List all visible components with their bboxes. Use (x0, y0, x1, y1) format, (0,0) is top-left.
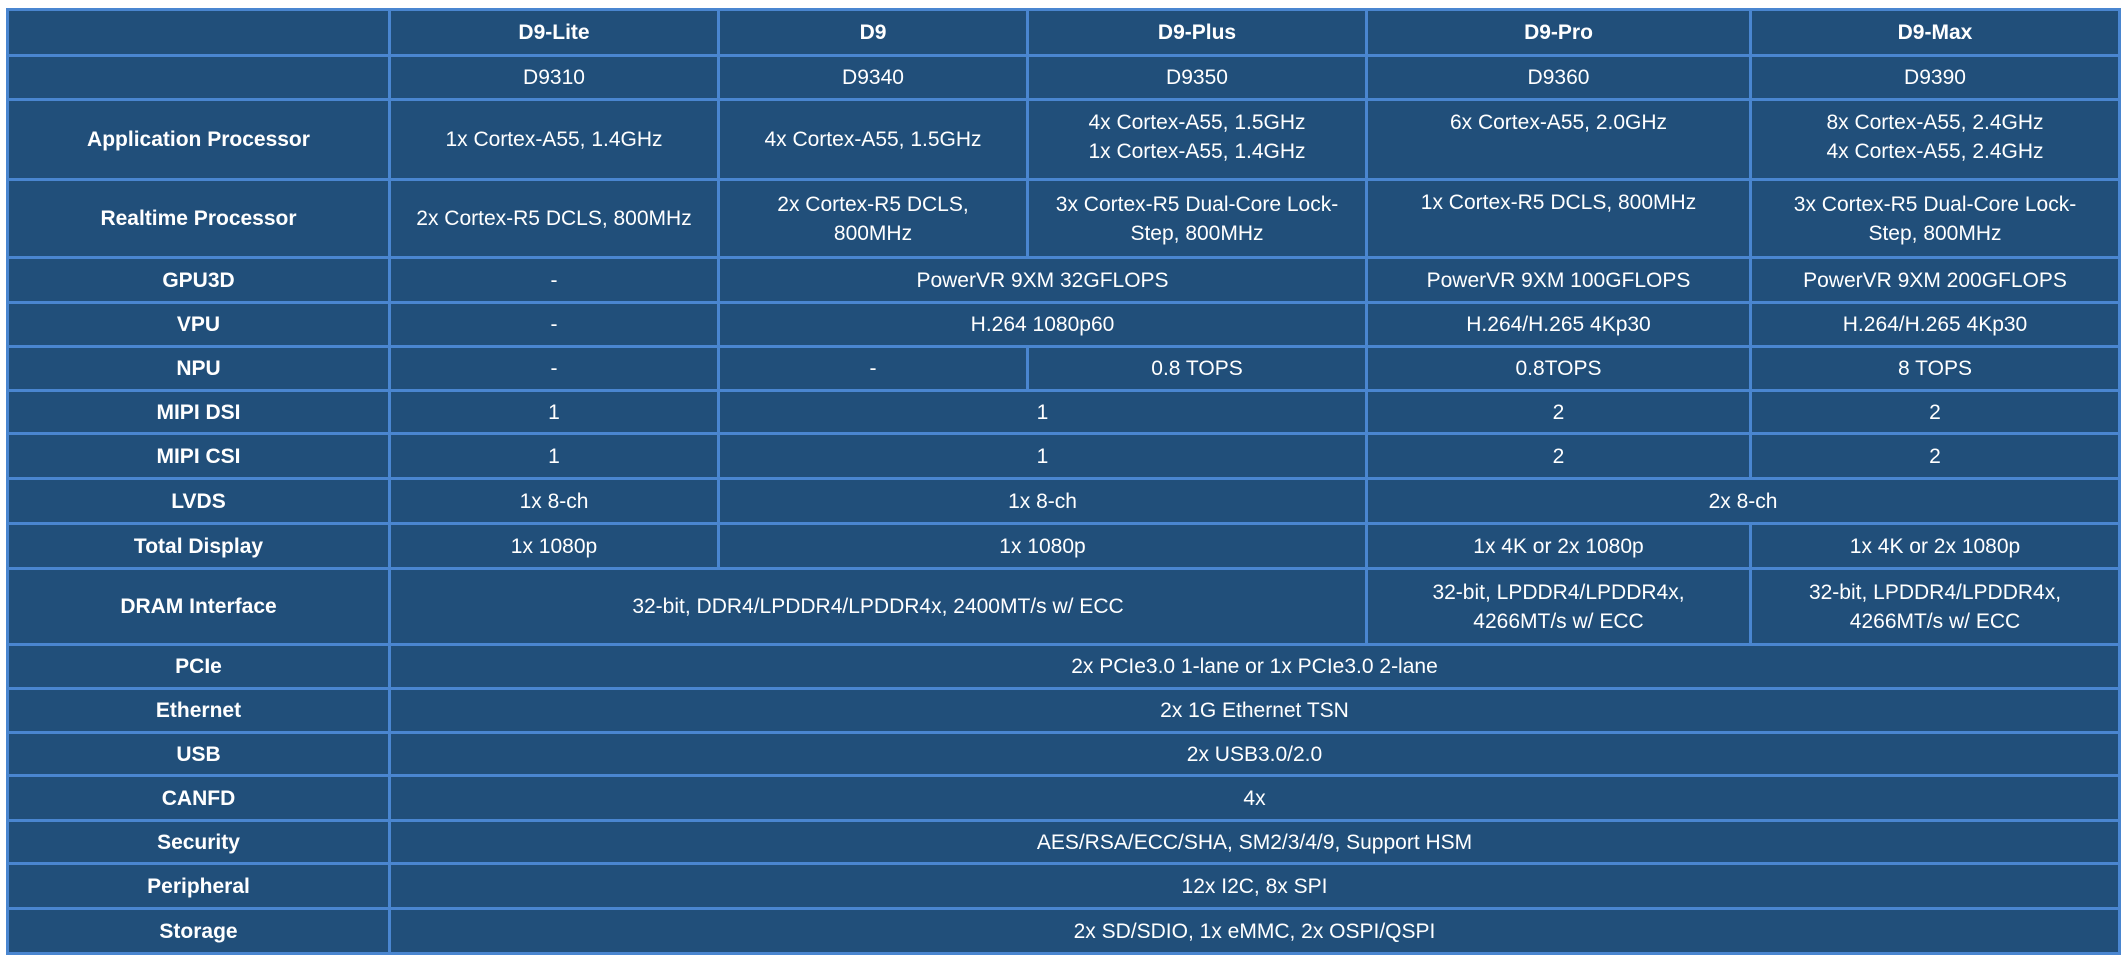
row-label: PCIe (6, 643, 391, 690)
table-row: Ethernet 2x 1G Ethernet TSN (6, 687, 2121, 734)
table-cell: 1x 1080p (717, 522, 1368, 570)
header-corner (6, 8, 391, 57)
row-label: GPU3D (6, 256, 391, 304)
table-cell: - (388, 256, 720, 304)
table-cell: 32-bit, DDR4/LPDDR4/LPDDR4x, 2400MT/s w/… (388, 567, 1368, 646)
table-cell: H.264 1080p60 (717, 301, 1368, 348)
table-cell: - (717, 345, 1029, 392)
header-d9-plus: D9-Plus (1026, 8, 1368, 57)
row-label: Total Display (6, 522, 391, 570)
table-row: Total Display 1x 1080p 1x 1080p 1x 4K or 2x… (6, 522, 2121, 570)
row-label: MIPI DSI (6, 389, 391, 435)
table-cell: 2 (1749, 389, 2121, 435)
table-row: Application Processor 1x Cortex-A55, 1.4G… (6, 98, 2121, 181)
table-cell: 3x Cortex-R5 Dual-Core Lock- Step, 800MH… (1749, 178, 2121, 259)
table-cell: 12x I2C, 8x SPI (388, 862, 2121, 910)
table-cell: D9390 (1749, 54, 2121, 101)
table-row: Storage 2x SD/SDIO, 1x eMMC, 2x OSPI/QSPI (6, 907, 2121, 955)
table-cell: 4x (388, 774, 2121, 822)
row-label: LVDS (6, 477, 391, 525)
table-cell: 4x Cortex-A55, 1.5GHz (717, 98, 1029, 181)
row-label: Peripheral (6, 862, 391, 910)
table-cell: PowerVR 9XM 32GFLOPS (717, 256, 1368, 304)
table-row: GPU3D - PowerVR 9XM 32GFLOPS PowerVR 9XM 10… (6, 256, 2121, 304)
table-cell: H.264/H.265 4Kp30 (1365, 301, 1752, 348)
table-cell: 1 (388, 389, 720, 435)
table-cell: - (388, 345, 720, 392)
row-label: Application Processor (6, 98, 391, 181)
soc-comparison-table: D9-Lite D9 D9-Plus D9-Pro D9-Max D9310 D9… (6, 8, 2121, 955)
header-d9-max: D9-Max (1749, 8, 2121, 57)
table-row: PCIe 2x PCIe3.0 1-lane or 1x PCIe3.0 2-la… (6, 643, 2121, 690)
table-cell: 6x Cortex-A55, 2.0GHz (1365, 98, 1752, 181)
row-label: Storage (6, 907, 391, 955)
table-cell: 0.8TOPS (1365, 345, 1752, 392)
table-cell: 4x Cortex-A55, 1.5GHz 1x Cortex-A55, 1.4… (1026, 98, 1368, 181)
table-row: DRAM Interface 32-bit, DDR4/LPDDR4/LPDDR4… (6, 567, 2121, 646)
table-row: D9310 D9340 D9350 D9360 D9390 (6, 54, 2121, 101)
table-cell: 2 (1749, 432, 2121, 480)
table-cell: 32-bit, LPDDR4/LPDDR4x, 4266MT/s w/ ECC (1365, 567, 1752, 646)
table-row: NPU - -0.8 TOPS 0.8TOPS 8 TOPS (6, 345, 2121, 392)
table-cell: D9310 (388, 54, 720, 101)
row-label: DRAM Interface (6, 567, 391, 646)
table-cell: PowerVR 9XM 100GFLOPS (1365, 256, 1752, 304)
table-cell: 2x Cortex-R5 DCLS, 800MHz (388, 178, 720, 259)
table-cell: 3x Cortex-R5 Dual-Core Lock- Step, 800MH… (1026, 178, 1368, 259)
table-row: VPU - H.264 1080p60 H.264/H.265 4Kp30 H.264/… (6, 301, 2121, 348)
row-label: CANFD (6, 774, 391, 822)
table-cell: 1x 8-ch (388, 477, 720, 525)
row-label: Security (6, 819, 391, 865)
table-cell: 8 TOPS (1749, 345, 2121, 392)
table-row: LVDS 1x 8-ch 1x 8-ch 2x 8-ch (6, 477, 2121, 525)
table-row: MIPI DSI 1 1 2 2 (6, 389, 2121, 435)
table-cell: 32-bit, LPDDR4/LPDDR4x, 4266MT/s w/ ECC (1749, 567, 2121, 646)
row-label: USB (6, 731, 391, 777)
table-row: USB 2x USB3.0/2.0 (6, 731, 2121, 777)
table-cell: 1x 4K or 2x 1080p (1749, 522, 2121, 570)
table-cell: 2x Cortex-R5 DCLS, 800MHz (717, 178, 1029, 259)
table-cell: D9340 (717, 54, 1029, 101)
table-row: CANFD 4x (6, 774, 2121, 822)
row-label: VPU (6, 301, 391, 348)
table-cell: 2x PCIe3.0 1-lane or 1x PCIe3.0 2-lane (388, 643, 2121, 690)
table-cell: D9360 (1365, 54, 1752, 101)
table-cell: 1 (717, 432, 1368, 480)
table-cell: 1 (717, 389, 1368, 435)
table-cell: 1x 4K or 2x 1080p (1365, 522, 1752, 570)
table-cell: 1x 8-ch (717, 477, 1368, 525)
table-row: Peripheral 12x I2C, 8x SPI (6, 862, 2121, 910)
header-d9: D9 (717, 8, 1029, 57)
table-cell: - (388, 301, 720, 348)
row-label: Ethernet (6, 687, 391, 734)
table-cell: 8x Cortex-A55, 2.4GHz 4x Cortex-A55, 2.4… (1749, 98, 2121, 181)
table-cell: PowerVR 9XM 200GFLOPS (1749, 256, 2121, 304)
header-d9-lite: D9-Lite (388, 8, 720, 57)
table-cell: H.264/H.265 4Kp30 (1749, 301, 2121, 348)
table-cell: 2 (1365, 432, 1752, 480)
table-cell: 2x 1G Ethernet TSN (388, 687, 2121, 734)
row-label: NPU (6, 345, 391, 392)
table-cell: 1x Cortex-A55, 1.4GHz (388, 98, 720, 181)
header-row: D9-Lite D9 D9-Plus D9-Pro D9-Max (6, 8, 2121, 57)
table-cell: 2 (1365, 389, 1752, 435)
table-cell: 1x Cortex-R5 DCLS, 800MHz (1365, 178, 1752, 259)
table-cell: 2x 8-ch (1365, 477, 2121, 525)
table-row: MIPI CSI 1 1 2 2 (6, 432, 2121, 480)
table-cell: 2x USB3.0/2.0 (388, 731, 2121, 777)
table-cell: D9350 (1026, 54, 1368, 101)
table-row: Realtime Processor 2x Cortex-R5 DCLS, 800… (6, 178, 2121, 259)
table-cell: 0.8 TOPS (1026, 345, 1368, 392)
table-cell: 1 (388, 432, 720, 480)
table-cell: 1x 1080p (388, 522, 720, 570)
header-d9-pro: D9-Pro (1365, 8, 1752, 57)
row-label: MIPI CSI (6, 432, 391, 480)
table-cell: AES/RSA/ECC/SHA, SM2/3/4/9, Support HSM (388, 819, 2121, 865)
table-cell: 2x SD/SDIO, 1x eMMC, 2x OSPI/QSPI (388, 907, 2121, 955)
row-label: Realtime Processor (6, 178, 391, 259)
row-label (6, 54, 391, 101)
table-row: Security AES/RSA/ECC/SHA, SM2/3/4/9, Supp… (6, 819, 2121, 865)
